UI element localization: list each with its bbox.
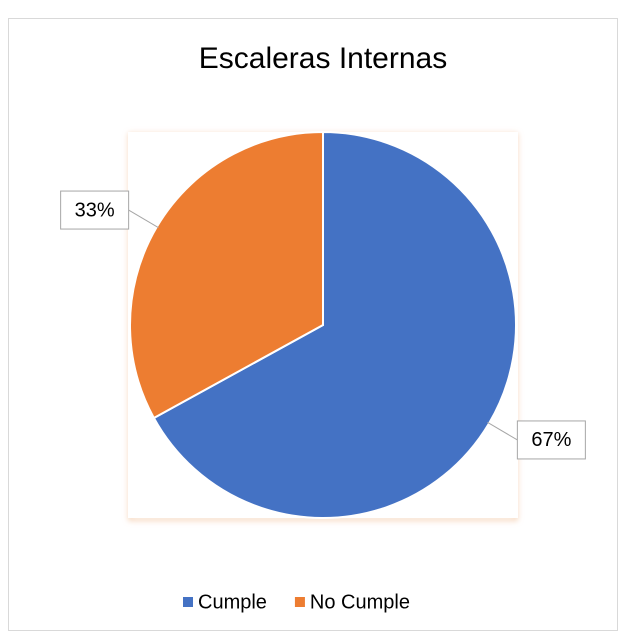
leader-line bbox=[128, 209, 159, 229]
legend-swatch bbox=[183, 597, 193, 607]
leader-line bbox=[487, 421, 518, 441]
data-label: 67% bbox=[531, 429, 571, 451]
legend-label: Cumple bbox=[198, 591, 267, 613]
data-label: 33% bbox=[75, 199, 115, 221]
data-label-box bbox=[516, 420, 586, 460]
chart-title: Escaleras Internas bbox=[199, 42, 447, 75]
legend-label: No Cumple bbox=[310, 591, 410, 613]
legend-swatch bbox=[294, 597, 305, 607]
data-label-box bbox=[60, 190, 130, 230]
